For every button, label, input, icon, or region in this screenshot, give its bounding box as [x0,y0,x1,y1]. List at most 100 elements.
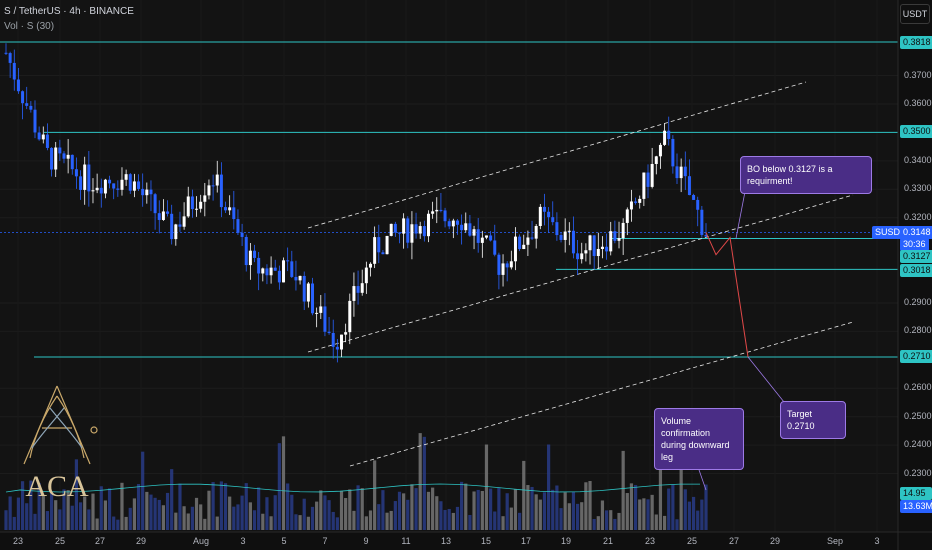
candle-body [443,210,447,222]
candle-body [4,52,8,54]
volume-bar [629,483,634,530]
volume-bar [128,507,132,530]
candle-body [646,172,650,187]
candle-body [215,174,219,186]
volume-bar [240,495,244,530]
candle-body [629,201,633,210]
volume-bar [418,433,422,530]
volume-bar [633,485,638,530]
candle-body [83,164,87,190]
volume-bar [4,510,8,530]
candle-body [228,207,232,211]
volume-bar [509,507,513,530]
candle-body [625,209,629,223]
volume-bar [476,489,480,530]
candle-body [302,275,306,302]
candle-body [62,153,66,159]
y-tick-label: 0.2800 [904,325,932,336]
candle-body [178,224,182,227]
candle-body [170,213,174,240]
y-tick-label: 0.2400 [904,439,932,450]
volume-indicator-label[interactable]: Vol · S (30) [4,21,55,32]
candle-body [696,199,700,210]
volume-bar [584,482,588,530]
volume-bar [290,494,294,530]
candle-body [600,246,604,249]
candle-body [132,181,136,191]
volume-bar [364,516,368,530]
volume-bar [141,451,145,530]
volume-bar [505,493,509,530]
candle-body [95,187,99,191]
volume-bar [373,460,377,530]
candle-body [663,130,667,145]
candle-body [464,223,468,231]
volume-bar [530,486,534,530]
candle-body [518,236,522,250]
candle-body [37,132,41,140]
x-tick-label: 7 [322,536,328,546]
candle-body [538,206,542,227]
volume-bar [203,518,207,530]
candle-body [79,176,83,190]
x-tick-label: 23 [644,536,656,546]
volume-bar [310,506,315,530]
candle-body [41,134,45,140]
volume-bar [621,450,625,530]
candle-body [273,267,277,271]
price-label: SUSDT [872,226,909,239]
candle-body [580,253,584,260]
candle-body [108,179,112,184]
volume-bar [426,491,431,530]
candle-body [265,268,269,276]
candle-body [87,164,91,192]
candle-body [596,248,600,257]
candle-body [460,224,464,231]
volume-bar [49,492,54,530]
volume-bar [261,513,265,530]
candle-body [360,283,364,293]
volume-bar [385,512,389,530]
volume-bar [555,485,559,530]
x-tick-label: 21 [602,536,614,546]
x-tick-label: Sep [826,536,844,546]
volume-bar [252,510,257,530]
volume-bar [447,508,451,530]
x-tick-label: 17 [520,536,532,546]
candle-body [426,213,430,237]
candle-body [33,109,37,133]
volume-bar [654,514,658,530]
candlesticks [4,43,708,363]
volume-bar [443,509,447,530]
x-tick-label: Aug [192,536,210,546]
price-label: 0.3500 [900,125,932,138]
price-label: 14.95 M [900,487,932,511]
volume-bar [538,499,542,530]
volume-bar [518,512,522,530]
candle-body [402,218,406,234]
candle-body [91,190,95,192]
candle-body [356,286,360,293]
candle-body [74,169,78,177]
volume-bar [547,444,551,530]
candle-body [385,235,389,255]
volume-bar [658,450,663,530]
volume-bar [563,492,567,530]
volume-bar [542,492,547,530]
candle-body [253,250,257,258]
candle-body [211,185,215,187]
volume-bar [368,510,373,530]
candle-body [190,196,194,210]
volume-bar [29,480,33,530]
volume-bar [178,483,182,530]
volume-bar [435,496,439,530]
volume-bar [286,483,290,530]
currency-button[interactable]: USDT [900,4,930,24]
volume-bar [604,510,609,530]
candle-body [149,189,153,195]
volume-bar [99,486,103,530]
price-label: 0.2710 [900,350,932,363]
y-tick-label: 0.2500 [904,410,932,421]
volume-bar [551,489,555,530]
